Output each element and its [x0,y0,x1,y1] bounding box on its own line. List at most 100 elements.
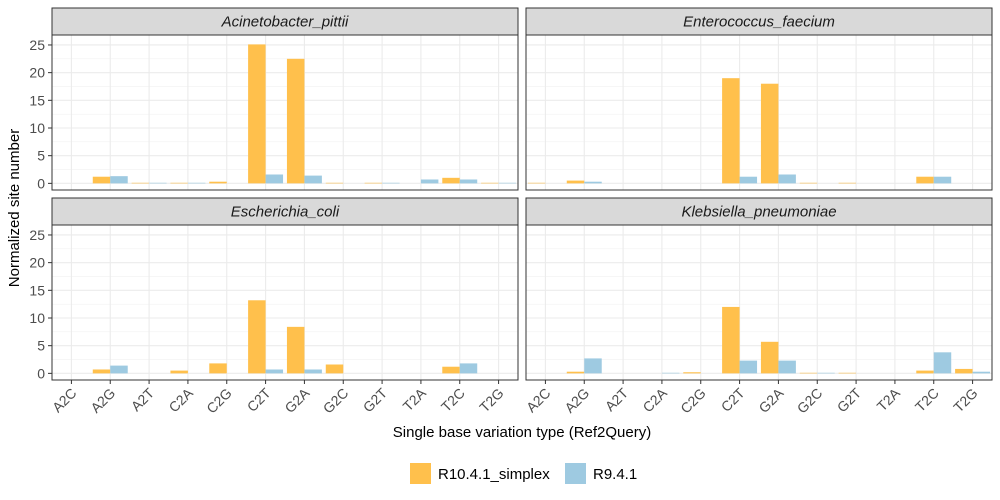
x-tick-label: G2C [320,385,352,417]
x-tick-label: T2C [438,385,468,415]
x-tick-label: A2G [561,385,592,416]
x-tick-label: T2A [874,384,904,414]
x-tick-label: G2C [794,385,826,417]
y-tick-label: 0 [37,365,45,381]
bar [972,371,991,374]
y-tick-label: 15 [29,282,45,298]
bar [739,360,758,374]
panel-strip [525,197,993,226]
bar [498,182,517,184]
x-tick-label: A2C [49,385,80,416]
x-tick-label: T2G [950,385,981,416]
y-tick-label: 15 [29,92,45,108]
x-tick-label: T2A [400,384,430,414]
bar [248,44,266,184]
bar [722,306,740,374]
bar [566,180,585,184]
x-tick-label: G2T [834,384,865,415]
x-tick-label: A2T [128,384,158,414]
panel: Enterococcus_faecium [525,7,993,191]
bar [442,366,460,374]
y-tick-label: 25 [29,37,45,53]
x-tick-label: G2A [755,384,787,416]
bar [187,182,206,184]
panel-strip [51,7,519,36]
bar [722,78,740,184]
panel-title: Acinetobacter_pittii [221,14,349,31]
bar [110,365,128,374]
bar [683,372,701,374]
bar [442,177,460,184]
x-tick-label: C2G [203,385,235,417]
panel-strip [525,7,993,36]
panel-border [51,34,519,191]
bar [760,341,779,374]
x-tick-label: A2G [87,385,118,416]
panel-title: Enterococcus_faecium [683,14,835,31]
panels-layer: Acinetobacter_pittii Enterococcus_faecium… [51,7,993,381]
y-tick-label: 10 [29,310,45,326]
bar [325,182,344,184]
x-tick-label: C2T [244,384,274,414]
bar [286,58,305,184]
bar [838,372,857,374]
panel: Escherichia_coli [51,197,519,381]
y-tick-label: 5 [37,148,45,164]
x-tick-label: C2A [165,384,196,415]
x-tick-label: G2A [281,384,313,416]
bar [481,182,499,184]
bar [265,174,284,184]
bar [799,372,818,374]
bar [209,363,227,374]
bar [304,369,322,374]
panel: Klebsiella_pneumoniae [525,197,993,381]
panel-title: Klebsiella_pneumoniae [681,204,836,221]
legend-item: R9.4.1 [565,463,637,484]
y-tick-label: 25 [29,227,45,243]
bar [364,182,383,184]
panel: Acinetobacter_pittii [51,7,519,191]
bar [661,372,680,374]
panel-background [52,225,518,380]
bar [131,182,150,184]
x-tick-label: C2T [718,384,748,414]
y-tick-label: 0 [37,175,45,191]
bar [170,370,188,374]
bar [778,360,796,374]
panel-border [525,224,993,381]
bar [760,83,779,184]
bar [527,182,546,184]
bar [459,363,478,374]
bar [420,179,439,184]
panel-title: Escherichia_coli [231,204,340,221]
bar [110,176,128,184]
x-tick-label: G2T [360,384,391,415]
y-axis-title: Normalized site number [6,129,23,287]
bar [584,358,602,374]
bar [92,369,111,374]
panel-border [525,34,993,191]
x-tick-label: C2G [677,385,709,417]
x-axis-title: Single base variation type (Ref2Query) [393,424,651,441]
bar [286,326,305,374]
y-tick-label: 20 [29,255,45,271]
bar [325,364,344,374]
x-tick-label: A2T [602,384,632,414]
bar [838,182,857,184]
bar [817,372,835,374]
x-tick-label: C2A [639,384,670,415]
bar [916,370,934,374]
legend-item: R10.4.1_simplex [410,463,550,484]
panel-strip [51,197,519,226]
y-tick-label: 5 [37,338,45,354]
panel-background [52,35,518,190]
bar [933,352,952,374]
bar [933,176,952,184]
panel-background [526,225,992,380]
bar [209,181,227,184]
bar [382,182,400,184]
bar [584,181,602,184]
bar [149,182,167,184]
bar [739,176,758,184]
